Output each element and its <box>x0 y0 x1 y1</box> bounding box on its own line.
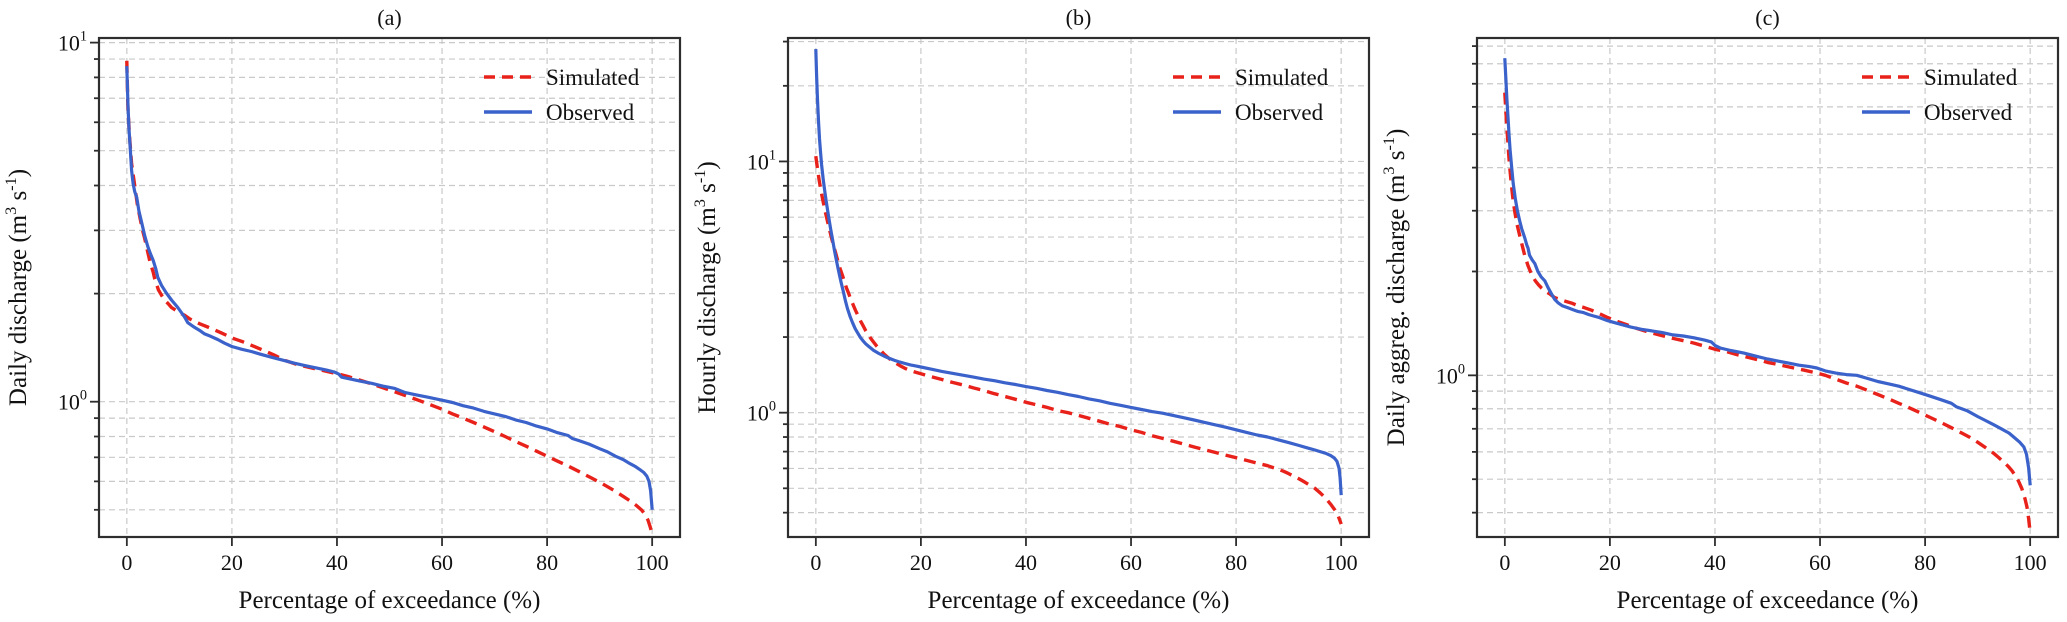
grid-lines <box>788 38 1369 537</box>
svg-text:0: 0 <box>1499 550 1510 575</box>
series-lines <box>814 49 1343 525</box>
legend-observed-label: Observed <box>546 100 635 125</box>
series-simulated-line <box>1503 92 2032 533</box>
grid-lines <box>99 38 680 537</box>
svg-text:20: 20 <box>910 550 932 575</box>
legend-observed-label: Observed <box>1235 100 1324 125</box>
legend: Simulated Observed <box>1862 65 2018 125</box>
panel-a-daily-discharge-chart: 0 20 40 60 80 100 101 100 (a) Percentage of excee… <box>0 0 689 622</box>
svg-text:100: 100 <box>1436 361 1465 388</box>
x-axis-label: Percentage of exceedance (%) <box>1617 587 1919 614</box>
y-axis-label: Hourly discharge (m3 s-1) <box>691 161 721 413</box>
x-axis-label: Percentage of exceedance (%) <box>928 587 1230 614</box>
legend-simulated-label: Simulated <box>1235 65 1329 90</box>
y-axis-label: Daily aggreg. discharge (m3 s-1) <box>1380 129 1410 447</box>
svg-text:0: 0 <box>121 550 132 575</box>
svg-text:100: 100 <box>58 388 87 415</box>
svg-text:101: 101 <box>58 29 87 56</box>
svg-text:40: 40 <box>1704 550 1726 575</box>
panel-title: (c) <box>1755 5 1779 30</box>
legend-observed-label: Observed <box>1924 100 2013 125</box>
y-axis-label: Daily discharge (m3 s-1) <box>2 169 32 406</box>
svg-text:20: 20 <box>1599 550 1621 575</box>
series-lines <box>1503 58 2032 533</box>
tick-marks <box>1468 45 2032 546</box>
tick-marks <box>90 41 654 546</box>
panel-background <box>1378 0 2067 622</box>
legend: Simulated Observed <box>484 65 640 125</box>
y-tick-labels: 100 <box>1436 361 1465 388</box>
panel-c-daily-aggreg-discharge-chart: 0 20 40 60 80 100 100 (c) Percentage of exceedan… <box>1378 0 2067 622</box>
y-tick-labels: 101 100 <box>747 147 776 425</box>
svg-text:80: 80 <box>1914 550 1936 575</box>
axes-box <box>786 36 1371 539</box>
svg-text:100: 100 <box>747 399 776 426</box>
panel-b-hourly-discharge-chart: 0 20 40 60 80 100 101 100 (b) Percentage of excee… <box>689 0 1378 622</box>
grid-lines <box>1477 38 2058 537</box>
panel-title: (b) <box>1066 5 1092 30</box>
panel-background <box>689 0 1378 622</box>
panel-background <box>0 0 689 622</box>
series-observed-line <box>814 49 1343 496</box>
svg-text:40: 40 <box>326 550 348 575</box>
series-lines <box>125 60 654 535</box>
legend: Simulated Observed <box>1173 65 1329 125</box>
y-tick-labels: 101 100 <box>58 29 87 415</box>
svg-text:40: 40 <box>1015 550 1037 575</box>
tick-marks <box>779 40 1343 546</box>
axes-box <box>97 36 682 539</box>
series-simulated-line <box>125 60 654 535</box>
panel-title: (a) <box>377 5 401 30</box>
legend-simulated-label: Simulated <box>546 65 640 90</box>
x-tick-labels: 0 20 40 60 80 100 <box>121 550 668 575</box>
svg-text:60: 60 <box>431 550 453 575</box>
svg-text:0: 0 <box>810 550 821 575</box>
axes-box <box>1475 36 2060 539</box>
x-tick-labels: 0 20 40 60 80 100 <box>1499 550 2046 575</box>
x-tick-labels: 0 20 40 60 80 100 <box>810 550 1357 575</box>
legend-simulated-label: Simulated <box>1924 65 2018 90</box>
series-simulated-line <box>814 155 1343 525</box>
x-axis-label: Percentage of exceedance (%) <box>239 587 541 614</box>
series-observed-line <box>1503 58 2032 486</box>
svg-text:80: 80 <box>536 550 558 575</box>
series-observed-line <box>125 66 654 510</box>
svg-text:80: 80 <box>1225 550 1247 575</box>
svg-text:60: 60 <box>1809 550 1831 575</box>
svg-text:20: 20 <box>221 550 243 575</box>
svg-text:100: 100 <box>1325 550 1358 575</box>
svg-text:101: 101 <box>747 147 776 174</box>
svg-text:100: 100 <box>2014 550 2047 575</box>
svg-text:100: 100 <box>636 550 669 575</box>
svg-text:60: 60 <box>1120 550 1142 575</box>
